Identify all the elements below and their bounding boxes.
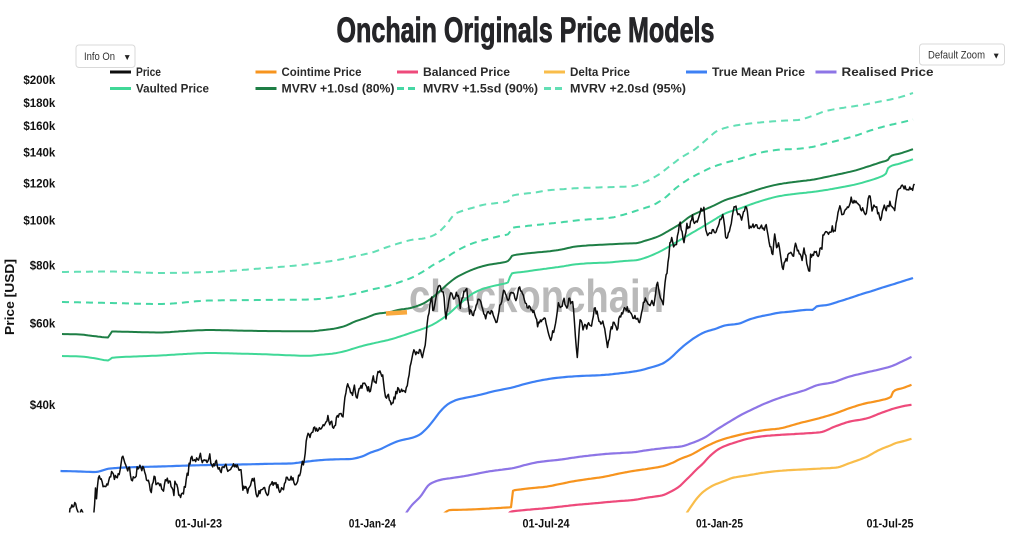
svg-text:01-Jul-24: 01-Jul-24	[523, 519, 571, 531]
svg-text:01-Jul-25: 01-Jul-25	[867, 519, 915, 531]
svg-text:▼: ▼	[992, 51, 1000, 61]
svg-text:$200k: $200k	[23, 75, 56, 87]
svg-text:$160k: $160k	[23, 121, 56, 133]
svg-text:$40k: $40k	[30, 400, 56, 412]
svg-text:Onchain Originals Price Models: Onchain Originals Price Models	[337, 11, 715, 50]
svg-text:$100k: $100k	[23, 216, 56, 228]
svg-text:01-Jan-24: 01-Jan-24	[349, 519, 397, 531]
svg-text:Price: Price	[136, 67, 161, 79]
svg-text:$140k: $140k	[23, 147, 56, 159]
svg-text:$180k: $180k	[23, 98, 56, 110]
svg-text:Default Zoom: Default Zoom	[928, 50, 985, 62]
svg-text:▼: ▼	[123, 52, 131, 62]
svg-text:01-Jan-25: 01-Jan-25	[696, 519, 744, 531]
svg-text:Vaulted Price: Vaulted Price	[136, 84, 209, 96]
svg-text:$120k: $120k	[23, 178, 56, 190]
svg-text:01-Jul-23: 01-Jul-23	[175, 519, 222, 531]
svg-text:Info On: Info On	[84, 51, 115, 63]
svg-text:Balanced Price: Balanced Price	[423, 67, 510, 79]
svg-text:True Mean Price: True Mean Price	[712, 67, 805, 79]
svg-text:$60k: $60k	[30, 318, 56, 330]
svg-text:MVRV +2.0sd (95%): MVRV +2.0sd (95%)	[570, 84, 686, 96]
svg-text:$80k: $80k	[30, 261, 56, 273]
svg-text:MVRV +1.5sd (90%): MVRV +1.5sd (90%)	[423, 84, 538, 96]
svg-text:Delta Price: Delta Price	[570, 67, 630, 79]
svg-text:Cointime Price: Cointime Price	[282, 67, 362, 79]
svg-text:MVRV +1.0sd (80%): MVRV +1.0sd (80%)	[282, 84, 395, 96]
svg-text:Price [USD]: Price [USD]	[3, 259, 17, 335]
svg-text:Realised Price: Realised Price	[842, 67, 934, 79]
